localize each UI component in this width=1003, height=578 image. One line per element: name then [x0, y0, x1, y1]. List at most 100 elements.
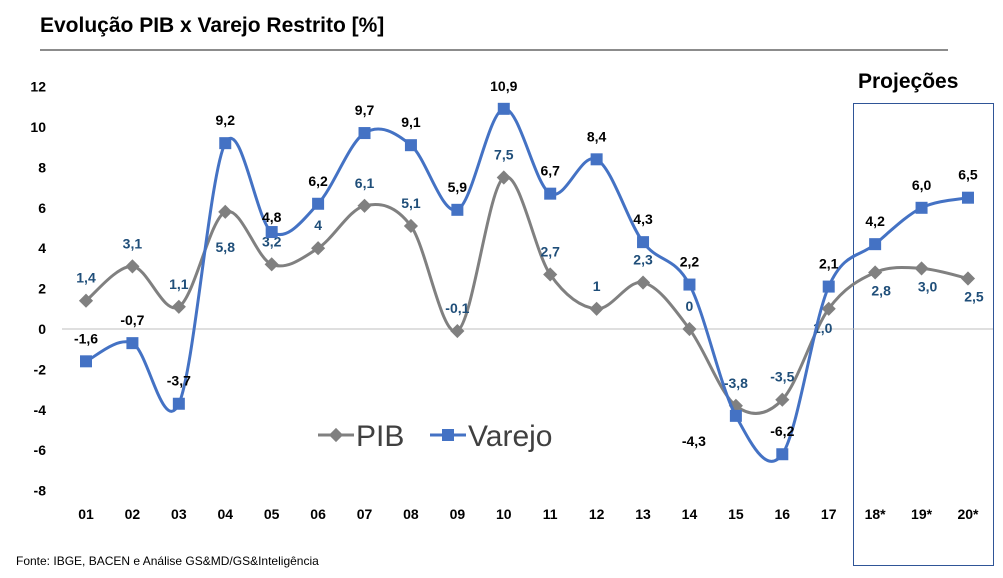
pib-point [78, 293, 94, 308]
x-tick-label: 14 [682, 506, 698, 522]
varejo-point [404, 139, 417, 152]
data-label-pib: 2,3 [633, 252, 653, 268]
varejo-point [590, 153, 603, 166]
pib-point [775, 392, 790, 407]
legend-marker-diamond [328, 427, 344, 443]
varejo-point [358, 127, 371, 140]
data-label-varejo: 2,1 [819, 256, 839, 272]
data-label-pib: 5,1 [401, 195, 421, 211]
y-tick-label: -8 [34, 483, 47, 499]
source-note: Fonte: IBGE, BACEN e Análise GS&MD/GS&In… [16, 554, 319, 568]
x-tick-label: 06 [310, 506, 326, 522]
y-tick-label: 2 [38, 281, 46, 297]
data-label-varejo: 4,3 [633, 211, 653, 227]
varejo-point [265, 226, 278, 239]
data-label-pib: -3,8 [724, 375, 748, 391]
pib-point [357, 198, 372, 213]
data-label-pib: 2,5 [964, 289, 984, 305]
pib-point [682, 321, 697, 337]
pib-point [868, 265, 883, 280]
projections-label: Projeções [858, 70, 959, 93]
data-label-pib: 6,1 [355, 175, 375, 191]
x-tick-label: 02 [125, 506, 141, 522]
varejo-point [219, 137, 232, 150]
varejo-point [729, 409, 742, 422]
varejo-point [961, 191, 974, 204]
data-label-pib: -3,5 [770, 369, 794, 385]
x-tick-label: 04 [217, 506, 233, 522]
data-label-varejo: -3,7 [167, 373, 191, 389]
data-label-pib: -0,1 [445, 300, 469, 316]
pib-point [914, 261, 929, 276]
pib-point [218, 204, 233, 219]
x-tick-label: 09 [450, 506, 466, 522]
pib-point [543, 267, 558, 282]
y-tick-label: 4 [38, 240, 46, 256]
x-tick-label: 13 [635, 506, 651, 522]
data-label-varejo: -1,6 [74, 330, 98, 346]
y-tick-label: 10 [30, 119, 46, 135]
data-label-pib: 5,8 [216, 239, 236, 255]
y-tick-label: 12 [30, 79, 46, 95]
pib-point [821, 301, 836, 316]
y-tick-label: 8 [38, 159, 46, 175]
legend-marker-square [442, 429, 454, 441]
data-label-varejo: 4,8 [262, 209, 282, 225]
chart-title: Evolução PIB x Varejo Restrito [%] [40, 14, 385, 37]
data-label-varejo: -6,2 [770, 423, 794, 439]
data-label-varejo: -0,7 [120, 312, 144, 328]
data-label-varejo: 9,1 [401, 114, 421, 130]
x-tick-label: 07 [357, 506, 373, 522]
data-label-varejo: 10,9 [490, 78, 517, 94]
pib-point [311, 241, 326, 256]
x-tick-label: 05 [264, 506, 280, 522]
data-label-varejo: 4,2 [865, 213, 885, 229]
varejo-point [451, 203, 464, 216]
x-tick-label: 15 [728, 506, 744, 522]
data-label-varejo: 8,4 [587, 128, 607, 144]
data-label-pib: 0 [686, 298, 694, 314]
data-label-pib: 2,7 [540, 243, 560, 259]
data-label-varejo: 6,5 [958, 167, 978, 183]
legend-label-pib: PIB [356, 420, 404, 453]
y-tick-label: -2 [34, 361, 47, 377]
x-tick-label: 19* [911, 506, 933, 522]
projections-box [853, 103, 994, 566]
series-line-pib [85, 175, 969, 415]
x-tick-label: 20* [957, 506, 979, 522]
pib-point [264, 257, 279, 272]
data-label-varejo: 2,2 [680, 254, 700, 270]
data-label-pib: 1 [593, 278, 601, 294]
x-tick-label: 01 [78, 506, 94, 522]
data-label-pib: 3,0 [918, 278, 938, 294]
data-label-varejo: -4,3 [682, 433, 706, 449]
data-label-pib: 2,8 [871, 282, 891, 298]
data-label-pib: 1,4 [76, 270, 96, 286]
varejo-point [683, 278, 696, 291]
data-label-pib: 1,1 [169, 276, 189, 292]
varejo-point [544, 187, 557, 200]
x-tick-label: 11 [543, 506, 558, 522]
x-tick-label: 16 [775, 506, 791, 522]
pib-point [171, 299, 186, 314]
pib-point [960, 271, 976, 286]
x-tick-label: 08 [403, 506, 419, 522]
y-tick-label: -4 [34, 402, 47, 418]
data-label-varejo: 6,2 [308, 173, 328, 189]
pib-point [496, 170, 511, 185]
y-tick-label: -6 [34, 442, 47, 458]
varejo-point [312, 197, 325, 210]
x-tick-label: 10 [496, 506, 512, 522]
data-label-varejo: 9,7 [355, 102, 375, 118]
series-line-varejo [85, 107, 969, 463]
varejo-point [637, 236, 650, 249]
pib-point [635, 275, 651, 290]
x-tick-label: 12 [589, 506, 605, 522]
varejo-point [776, 448, 789, 461]
data-label-varejo: 6,0 [912, 177, 932, 193]
x-tick-label: 17 [821, 506, 837, 522]
data-label-varejo: 9,2 [216, 112, 236, 128]
varejo-point [497, 102, 510, 115]
